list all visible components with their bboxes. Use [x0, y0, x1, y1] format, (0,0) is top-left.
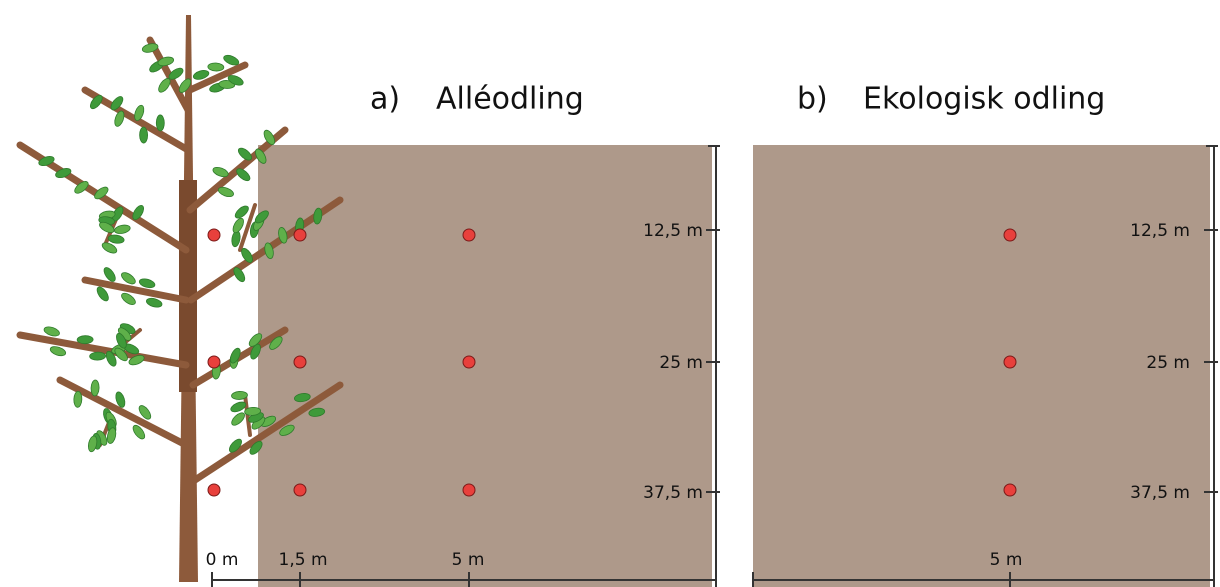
diagram: a) Alléodling 12,5 m 25 m 37,5 m 0 m 1,5 m 5 m b…	[0, 0, 1220, 587]
y-tick-label: 37,5 m	[643, 483, 703, 503]
leaf	[90, 352, 106, 360]
branch	[150, 40, 188, 110]
panel-label: a)	[370, 82, 400, 117]
leaf	[231, 217, 246, 235]
sample-point	[1004, 229, 1016, 241]
sample-point	[208, 229, 220, 241]
sample-point	[294, 229, 306, 241]
sample-point	[294, 484, 306, 496]
field-b	[753, 145, 1210, 587]
sample-point	[463, 356, 475, 368]
y-tick-label: 25 m	[659, 353, 703, 373]
x-tick-label: 1,5 m	[279, 550, 328, 570]
leaf	[140, 127, 148, 143]
leaf	[87, 435, 98, 452]
y-tick-label: 12,5 m	[1130, 221, 1190, 241]
y-tick-label: 37,5 m	[1130, 483, 1190, 503]
leaf	[49, 345, 67, 358]
y-tick-label: 25 m	[1146, 353, 1190, 373]
page: {"panels": [ {"label": "a)", "title": "A…	[0, 0, 1220, 587]
leaf	[138, 277, 156, 289]
panel-title: Alléodling	[436, 82, 584, 117]
branch	[60, 380, 186, 445]
panel-title: Ekologisk odling	[863, 82, 1105, 117]
sample-point	[1004, 484, 1016, 496]
x-tick-label: 5 m	[452, 550, 485, 570]
x-tick-label: 5 m	[990, 550, 1023, 570]
leaf	[233, 204, 250, 221]
sample-point	[463, 229, 475, 241]
sample-point	[208, 356, 220, 368]
sample-point	[1004, 356, 1016, 368]
panel-label: b)	[797, 82, 828, 117]
leaf	[43, 325, 61, 338]
leaf	[91, 380, 100, 396]
branch	[20, 335, 186, 365]
leaf	[77, 335, 93, 343]
leaf	[230, 411, 247, 428]
leaf	[145, 297, 163, 309]
leaf	[156, 115, 164, 131]
sample-point	[463, 484, 475, 496]
y-tick-label: 12,5 m	[643, 221, 703, 241]
sample-point	[208, 484, 220, 496]
x-tick-label: 0 m	[206, 550, 239, 570]
leaf	[108, 234, 125, 244]
leaf	[114, 224, 131, 235]
leaf	[208, 63, 224, 72]
sample-point	[294, 356, 306, 368]
leaf	[74, 391, 83, 407]
